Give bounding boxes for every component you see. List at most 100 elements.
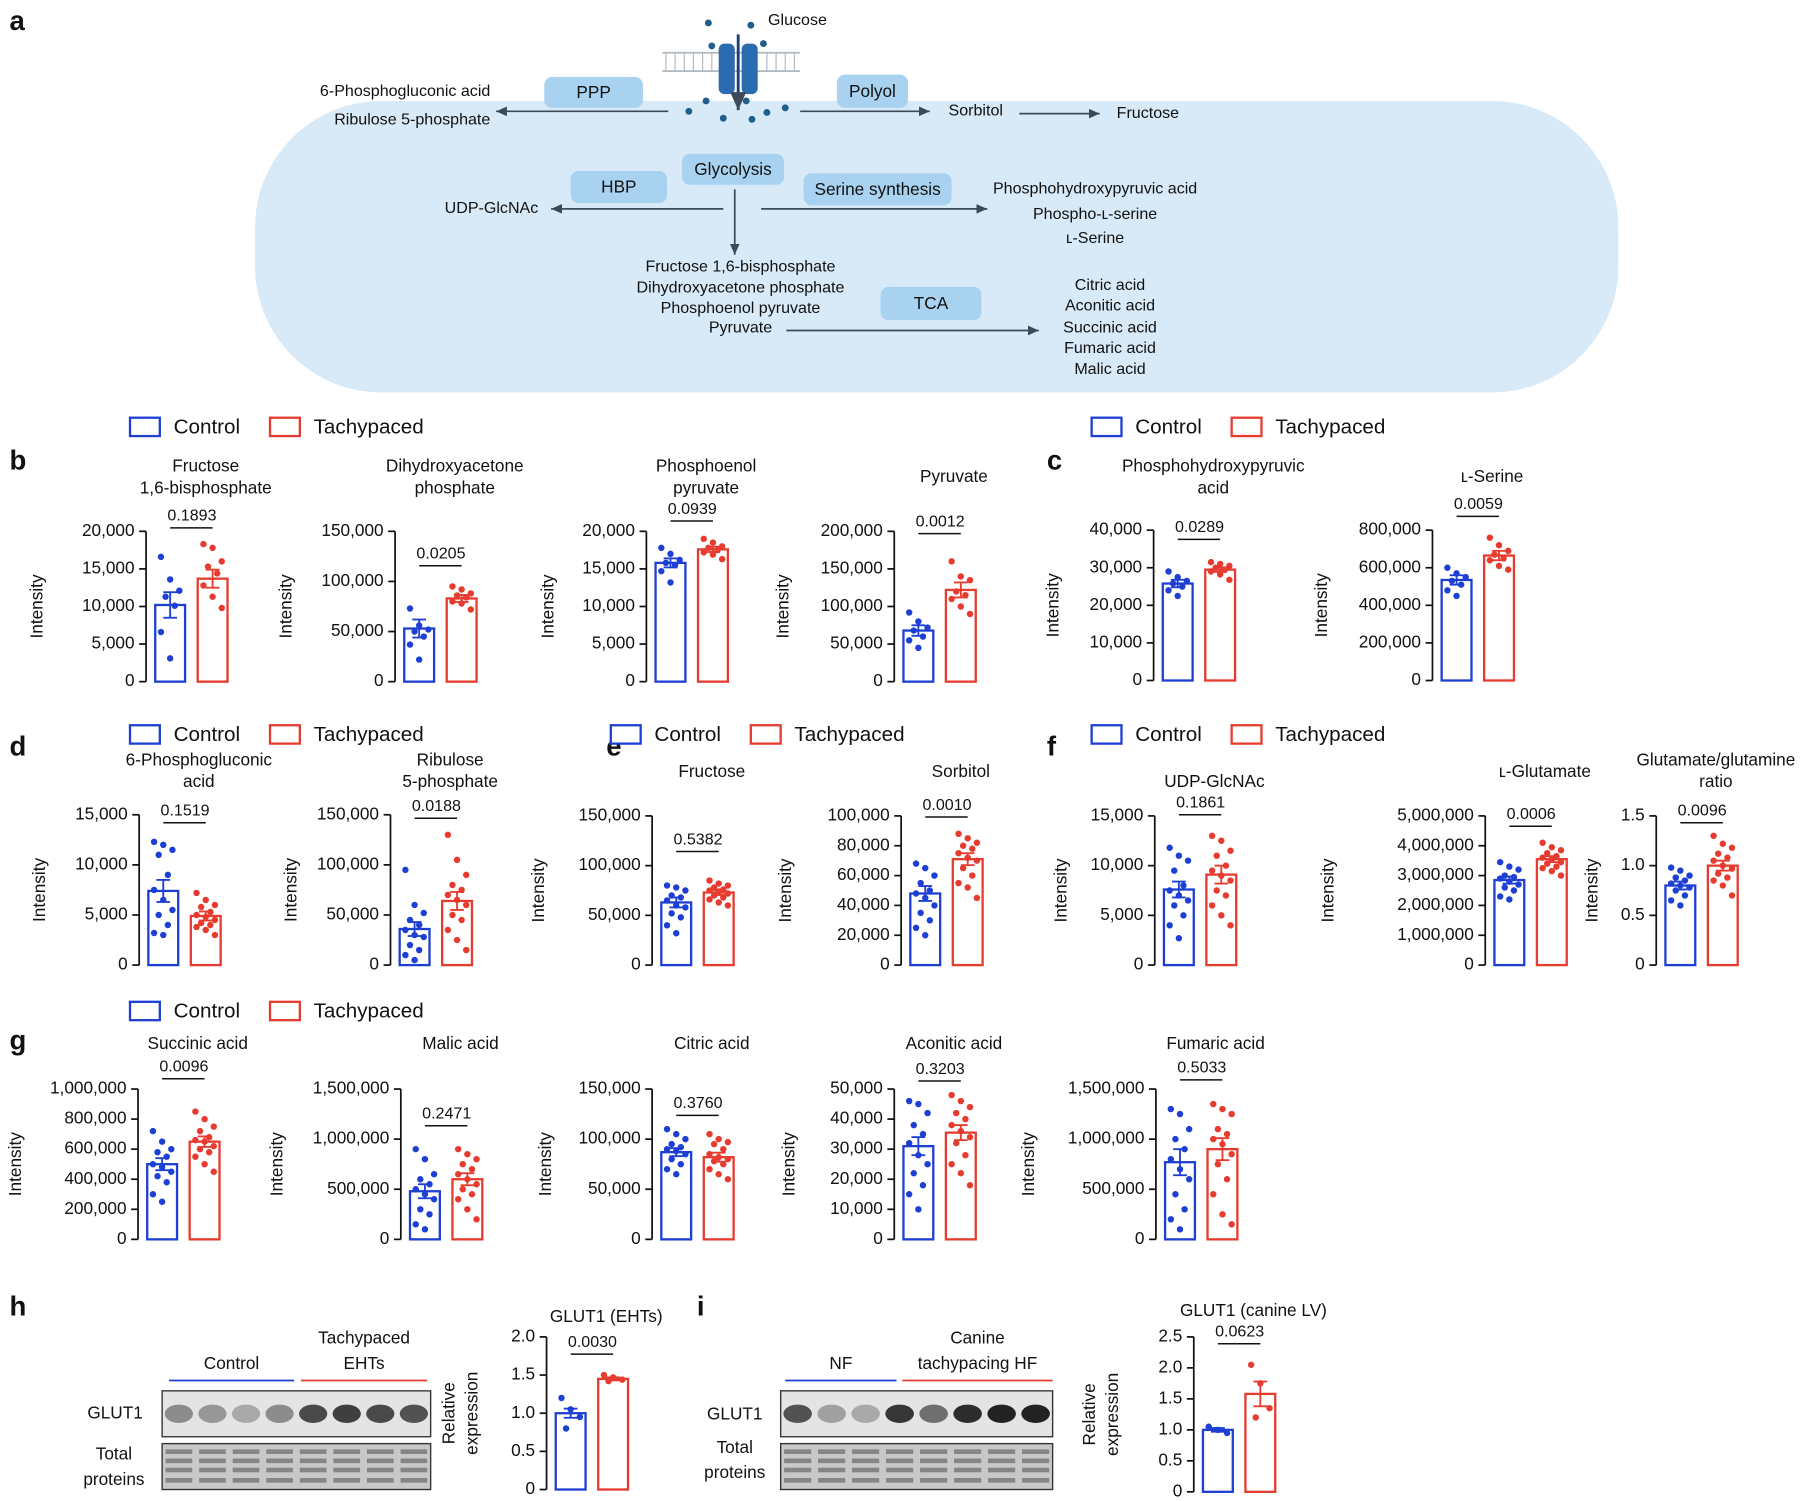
y-tick-label: 5,000 xyxy=(592,633,635,653)
row-label: Total xyxy=(717,1437,753,1457)
blot-band xyxy=(199,1449,226,1454)
data-point xyxy=(1219,1211,1226,1218)
data-point xyxy=(1453,592,1460,600)
data-point xyxy=(193,923,200,931)
blot-band xyxy=(400,1449,428,1454)
legend-swatch xyxy=(1090,416,1123,438)
metabolite: Pyruvate xyxy=(709,318,772,336)
data-point xyxy=(163,1153,170,1160)
data-point xyxy=(218,558,226,565)
data-point xyxy=(1539,854,1546,861)
y-axis-label: Intensity xyxy=(773,574,793,638)
data-point xyxy=(1185,1176,1193,1183)
data-point xyxy=(966,610,974,618)
y-tick-label: 50,000 xyxy=(588,904,641,924)
data-point xyxy=(724,1138,732,1146)
data-point xyxy=(430,1196,438,1203)
data-point xyxy=(919,633,927,640)
blot-band xyxy=(199,1478,226,1483)
y-tick-label: 80,000 xyxy=(837,834,890,854)
data-point xyxy=(973,839,981,846)
data-point xyxy=(1667,880,1675,887)
data-point xyxy=(158,1163,166,1171)
data-point xyxy=(209,593,216,600)
data-point xyxy=(430,1171,438,1178)
data-point xyxy=(1184,857,1192,864)
blot-band xyxy=(784,1449,812,1454)
bar xyxy=(951,858,984,967)
data-point xyxy=(948,1160,955,1168)
data-point xyxy=(948,1121,955,1129)
data-point xyxy=(417,1176,424,1183)
data-point xyxy=(468,1165,476,1173)
data-point xyxy=(1213,887,1220,894)
data-point xyxy=(718,555,726,563)
data-point xyxy=(420,933,427,941)
data-point xyxy=(211,931,219,939)
y-tick-label: 20,000 xyxy=(1090,594,1143,614)
y-tick-label: 800,000 xyxy=(64,1108,126,1128)
y-tick-label: 0 xyxy=(118,954,128,974)
y-axis-label: Intensity xyxy=(276,574,296,638)
data-point xyxy=(1175,935,1183,942)
data-point xyxy=(1214,1426,1222,1434)
data-point xyxy=(158,1198,166,1205)
data-point xyxy=(1165,587,1172,594)
data-point xyxy=(1266,1404,1273,1412)
y-tick-label: 0 xyxy=(631,1228,641,1248)
y-axis-label: Intensity xyxy=(1050,858,1070,922)
data-point xyxy=(710,884,718,891)
blot-band xyxy=(954,1449,982,1454)
data-point xyxy=(706,877,713,884)
data-point xyxy=(1222,892,1230,899)
y-tick-label: 2,000,000 xyxy=(1397,894,1474,914)
data-point xyxy=(1681,892,1689,899)
pathway-box xyxy=(681,153,785,185)
row-label: proteins xyxy=(704,1462,765,1482)
data-point xyxy=(663,922,671,929)
data-point xyxy=(155,851,162,859)
data-point xyxy=(210,1142,217,1150)
y-tick-label: 20,000 xyxy=(82,520,135,540)
data-point xyxy=(163,1179,170,1186)
blot-band xyxy=(232,1478,260,1483)
blot-band xyxy=(852,1467,880,1473)
data-point xyxy=(1504,547,1512,555)
data-point xyxy=(953,588,960,595)
y-tick-label: 0.5 xyxy=(1621,904,1645,924)
data-point xyxy=(1677,882,1684,889)
data-point xyxy=(671,561,679,569)
legend-label: Control xyxy=(654,723,721,746)
y-axis-label: Relative xyxy=(1079,1383,1099,1445)
p-value: 0.5382 xyxy=(673,830,722,848)
data-point xyxy=(210,1123,217,1130)
data-point xyxy=(668,1155,675,1163)
data-point xyxy=(658,544,665,552)
data-point xyxy=(1166,922,1173,929)
data-point xyxy=(1228,1150,1235,1158)
transporter xyxy=(718,43,735,95)
data-point xyxy=(663,1145,671,1153)
y-axis-label: Intensity xyxy=(1582,858,1602,922)
data-point xyxy=(464,1150,471,1158)
data-point xyxy=(1501,884,1508,891)
data-point xyxy=(168,1168,175,1175)
legend-label: Tachypaced xyxy=(794,723,904,746)
data-point xyxy=(463,871,470,879)
data-point xyxy=(454,1196,462,1203)
data-point xyxy=(718,543,726,550)
y-tick-label: 1,000,000 xyxy=(1068,1128,1145,1148)
data-point xyxy=(955,830,962,838)
data-point xyxy=(710,892,718,899)
data-point xyxy=(211,916,219,924)
data-point xyxy=(1667,897,1675,904)
data-point xyxy=(1213,852,1220,859)
data-point xyxy=(973,857,981,864)
y-axis-label: Intensity xyxy=(1018,1132,1038,1196)
data-point xyxy=(421,1226,429,1233)
data-point xyxy=(420,909,427,917)
blot-band xyxy=(988,1449,1016,1454)
data-point xyxy=(1495,541,1503,549)
data-point xyxy=(1677,867,1684,874)
data-point xyxy=(444,891,452,899)
